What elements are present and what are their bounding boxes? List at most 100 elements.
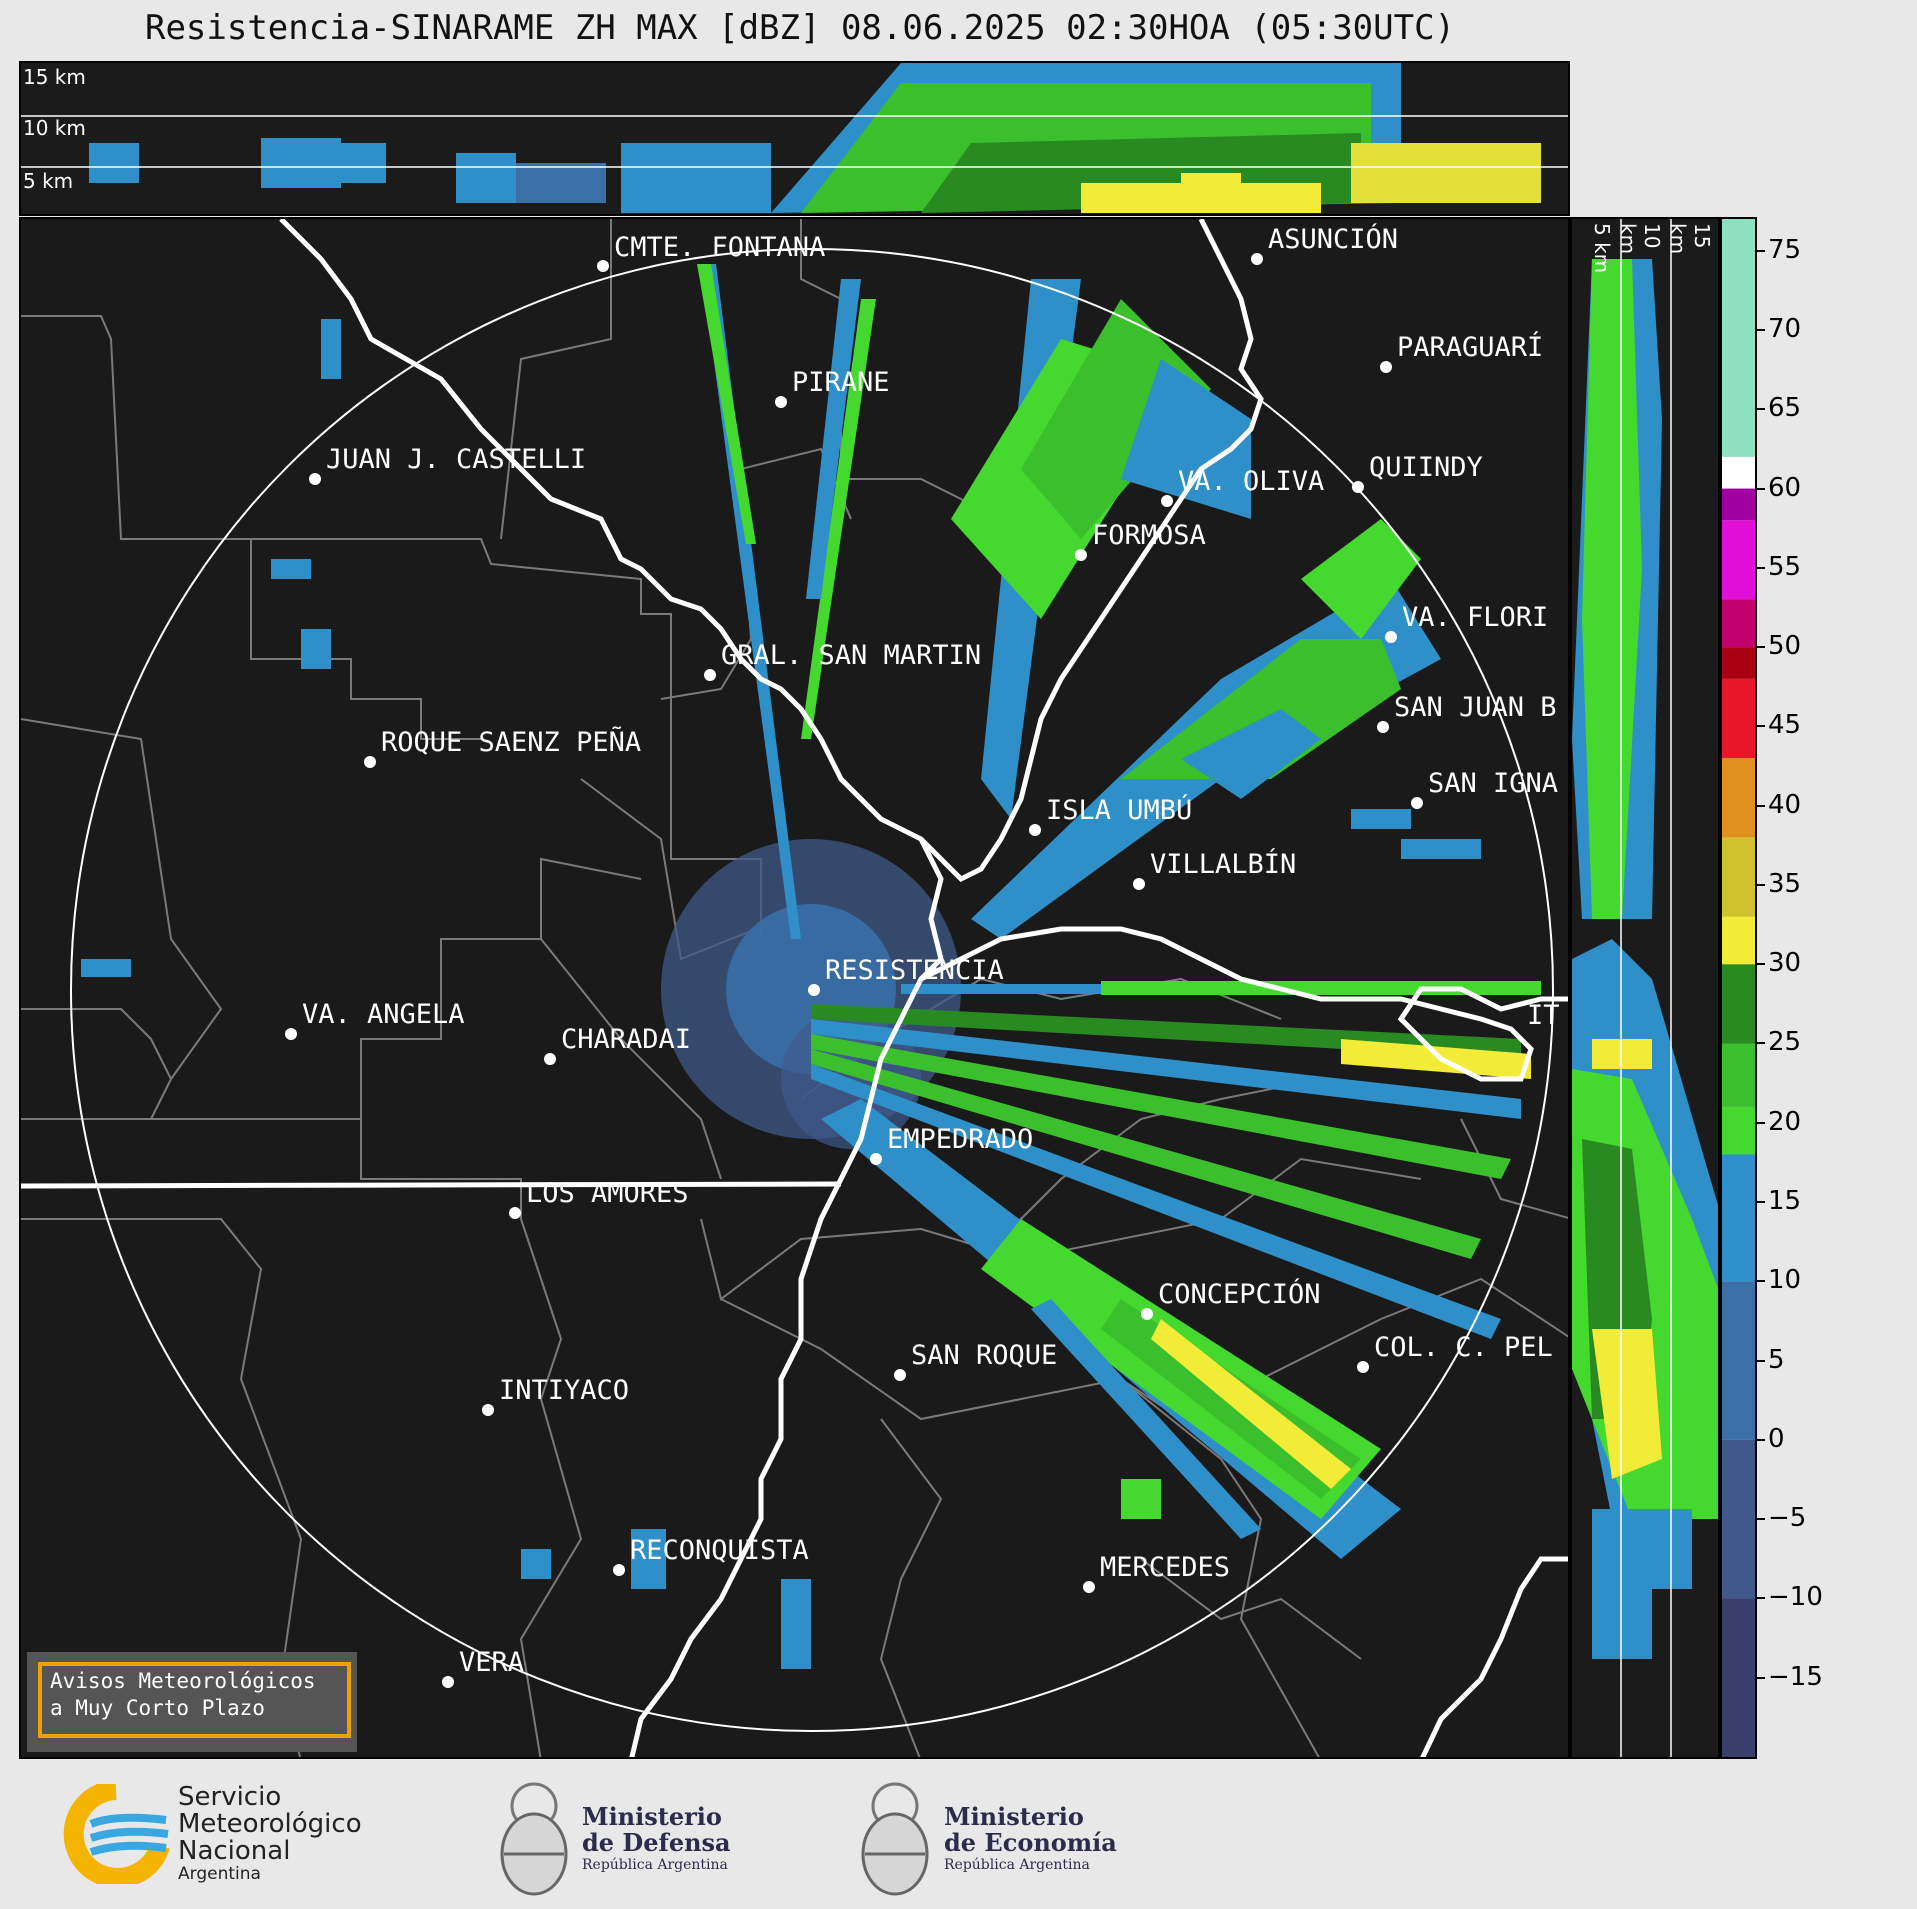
city-label-asuncion: ASUNCIÓN (1268, 223, 1398, 255)
city-label-gral-san-martin: GRAL. SAN MARTIN (721, 640, 981, 671)
city-label-va-florida: VA. FLORI (1402, 602, 1548, 633)
city-label-charadai: CHARADAI (561, 1024, 691, 1055)
colorbar-tick-mark (1757, 646, 1765, 649)
city-label-col-c-pellegrini: COL. C. PEL (1374, 1332, 1553, 1363)
city-label-juan-j-castelli: JUAN J. CASTELLI (326, 444, 586, 475)
notice-frame: Avisos Meteorológicos a Muy Corto Plazo (38, 1662, 351, 1738)
colorbar-tick-mark (1757, 487, 1765, 490)
colorbar-tick-mark (1757, 1359, 1765, 1362)
height-label-right-10km: 10 km (1616, 223, 1664, 255)
city-label-san-ignacio: SAN IGNA (1428, 768, 1558, 799)
city-label-itati: IT (1527, 1000, 1560, 1031)
city-dot-mercedes (1083, 1581, 1095, 1593)
city-dot-roque-saenz-pena (364, 756, 376, 768)
city-label-reconquista: RECONQUISTA (630, 1535, 809, 1566)
colorbar-segment (1722, 916, 1755, 965)
colorbar-tick-label: 0 (1768, 1423, 1785, 1454)
city-markers: CMTE. FONTANA ASUNCIÓN PARAGUARÍ PIRANE … (285, 223, 1560, 1688)
colorbar-tick-label: −5 (1768, 1503, 1807, 1534)
colorbar-segment (1722, 488, 1755, 521)
city-label-los-amores: LOS AMORES (526, 1178, 689, 1209)
city-label-paraguari: PARAGUARÍ (1397, 331, 1543, 363)
colorbar-tick-mark (1757, 963, 1765, 966)
city-dot-san-juan-b (1377, 721, 1389, 733)
city-label-concepcion: CONCEPCIÓN (1158, 1278, 1321, 1310)
defensa-line-1: Ministerio (582, 1802, 722, 1831)
colorbar-segment (1722, 1154, 1755, 1282)
colorbar-tick-label: 75 (1768, 234, 1802, 265)
radar-map-plot: CMTE. FONTANA ASUNCIÓN PARAGUARÍ PIRANE … (21, 219, 1568, 1757)
colorbar-segment (1722, 1043, 1755, 1107)
city-label-vera: VERA (459, 1647, 524, 1678)
colorbar-segment (1722, 599, 1755, 648)
top-cross-section: 15 km 10 km 5 km (19, 61, 1570, 216)
colorbar-segment (1722, 678, 1755, 759)
right-cross-section: 5 km 10 km 15 km (1570, 217, 1720, 1759)
colorbar-tick-label: −10 (1768, 1582, 1823, 1613)
colorbar-tick-mark (1757, 804, 1765, 807)
colorbar-tick-label: 5 (1768, 1344, 1785, 1375)
city-label-mercedes: MERCEDES (1100, 1552, 1230, 1583)
footer-logos: Servicio Meteorológico Nacional Argentin… (0, 1762, 1917, 1909)
city-label-san-juan-b: SAN JUAN B (1394, 692, 1557, 723)
colorbar-tick-mark (1757, 566, 1765, 569)
defensa-line-3: República Argentina (582, 1857, 728, 1873)
city-label-va-oliva: VA. OLIVA (1178, 466, 1324, 497)
top-cross-section-plot (21, 63, 1568, 213)
colorbar-segment (1722, 1598, 1755, 1757)
city-dot-pirane (775, 396, 787, 408)
city-label-villalbin: VILLALBÍN (1150, 848, 1296, 880)
colorbar-segment (1722, 758, 1755, 838)
smn-logo-text: Servicio Meteorológico Nacional Argentin… (178, 1784, 362, 1884)
city-label-cmte-fontana: CMTE. FONTANA (614, 232, 825, 263)
colorbar-tick-label: 25 (1768, 1027, 1802, 1058)
city-label-isla-umbu: ISLA UMBÚ (1046, 794, 1192, 826)
colorbar-tick-label: 10 (1768, 1265, 1802, 1296)
colorbar-segment (1722, 219, 1755, 457)
economia-line-3: República Argentina (944, 1857, 1090, 1873)
city-label-san-roque: SAN ROQUE (911, 1340, 1057, 1371)
city-label-resistencia: RESISTENCIA (825, 955, 1004, 986)
colorbar-tick-label: 40 (1768, 789, 1802, 820)
colorbar-scale (1722, 219, 1755, 1757)
colorbar-tick-mark (1757, 1042, 1765, 1045)
colorbar-tick-label: 30 (1768, 948, 1802, 979)
city-dot-empedrado (870, 1153, 882, 1165)
city-dot-vera (442, 1676, 454, 1688)
city-label-pirane: PIRANE (792, 367, 890, 398)
colorbar-tick-label: 45 (1768, 710, 1802, 741)
economia-logo-text: Ministerio de Economía República Argenti… (944, 1804, 1117, 1874)
city-label-roque-saenz-pena: ROQUE SAENZ PEÑA (381, 726, 641, 758)
defensa-line-2: de Defensa (582, 1828, 731, 1857)
colorbar-tick-mark (1757, 1676, 1765, 1679)
colorbar-tick-mark (1757, 1121, 1765, 1124)
city-dot-san-ignacio (1411, 797, 1423, 809)
city-label-empedrado: EMPEDRADO (887, 1124, 1033, 1155)
colorbar-segment (1722, 1439, 1755, 1599)
economia-line-1: Ministerio (944, 1802, 1084, 1831)
colorbar-tick-label: 20 (1768, 1106, 1802, 1137)
city-dot-isla-umbu (1029, 824, 1041, 836)
page-title: Resistencia-SINARAME ZH MAX [dBZ] 08.06.… (144, 8, 1456, 48)
city-label-formosa: FORMOSA (1092, 520, 1206, 551)
city-label-intiyaco: INTIYACO (499, 1375, 629, 1406)
coat-of-arms-defensa-icon (500, 1782, 568, 1896)
smn-line-2: Meteorológico (178, 1809, 362, 1839)
colorbar-tick-mark (1757, 1597, 1765, 1600)
colorbar-tick-mark (1757, 408, 1765, 411)
smn-line-3: Nacional (178, 1836, 291, 1866)
colorbar-tick-label: 70 (1768, 313, 1802, 344)
city-dot-va-florida (1385, 631, 1397, 643)
city-dot-concepcion (1141, 1308, 1153, 1320)
economia-line-2: de Economía (944, 1828, 1117, 1857)
notice-line-2: a Muy Corto Plazo (50, 1696, 265, 1720)
colorbar-tick-mark (1757, 1280, 1765, 1283)
colorbar-tick-label: 60 (1768, 472, 1802, 503)
city-dot-asuncion (1251, 253, 1263, 265)
colorbar-segment (1722, 837, 1755, 917)
height-label-right-15km: 15 km (1666, 223, 1714, 255)
coat-of-arms-economia-icon (861, 1782, 929, 1896)
rivers-borders (21, 219, 1568, 1757)
city-dot-paraguari (1380, 361, 1392, 373)
top-echoes (89, 63, 1541, 213)
